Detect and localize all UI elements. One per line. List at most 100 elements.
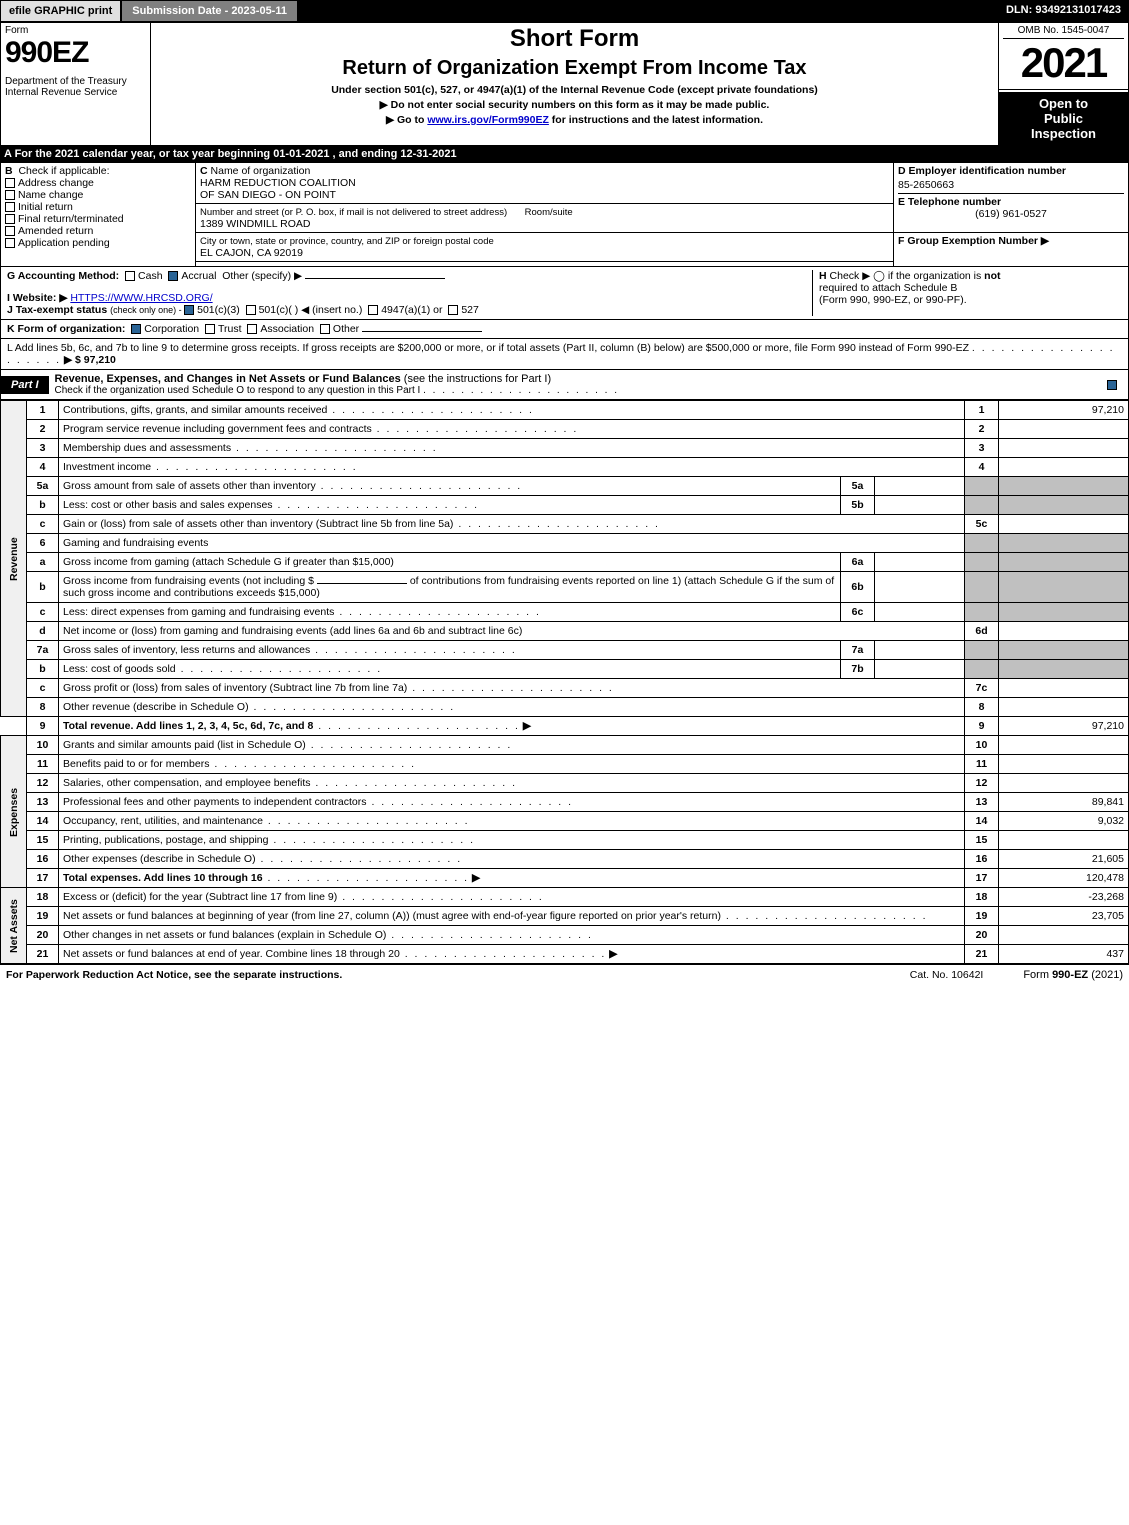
line-5c-desc: Gain or (loss) from sale of assets other… bbox=[63, 518, 453, 530]
form-word: Form bbox=[5, 25, 146, 36]
org-name-1: HARM REDUCTION COALITION bbox=[200, 177, 356, 189]
line-8-desc: Other revenue (describe in Schedule O) bbox=[63, 701, 249, 713]
open-to-public: Open to Public Inspection bbox=[999, 92, 1128, 145]
line-1-desc: Contributions, gifts, grants, and simila… bbox=[63, 404, 327, 416]
addr-label: Number and street (or P. O. box, if mail… bbox=[200, 207, 507, 218]
irs-link[interactable]: www.irs.gov/Form990EZ bbox=[427, 114, 549, 126]
line-5b-desc: Less: cost or other basis and sales expe… bbox=[63, 499, 273, 511]
line-21-value: 437 bbox=[999, 945, 1129, 964]
line-4-desc: Investment income bbox=[63, 461, 151, 473]
ein-value: 85-2650663 bbox=[898, 177, 1124, 193]
dln: DLN: 93492131017423 bbox=[998, 0, 1129, 22]
checkbox-name-change[interactable] bbox=[5, 190, 15, 200]
paperwork-notice: For Paperwork Reduction Act Notice, see … bbox=[6, 969, 342, 981]
line-18-desc: Excess or (deficit) for the year (Subtra… bbox=[63, 891, 337, 903]
line-16-value: 21,605 bbox=[999, 850, 1129, 869]
checkbox-527[interactable] bbox=[448, 305, 458, 315]
line-6a-desc: Gross income from gaming (attach Schedul… bbox=[63, 556, 394, 568]
line-7b-desc: Less: cost of goods sold bbox=[63, 663, 176, 675]
line-1-value: 97,210 bbox=[999, 401, 1129, 420]
section-d-label: D Employer identification number bbox=[898, 165, 1124, 177]
checkbox-association[interactable] bbox=[247, 324, 257, 334]
street-address: 1389 WINDMILL ROAD bbox=[200, 218, 310, 230]
no-ssn-warning: ▶ Do not enter social security numbers o… bbox=[155, 99, 994, 111]
city-label: City or town, state or province, country… bbox=[200, 236, 494, 247]
cat-no: Cat. No. 10642I bbox=[910, 969, 984, 981]
website-link[interactable]: HTTPS://WWW.HRCSD.ORG/ bbox=[70, 292, 212, 304]
checkbox-amended-return[interactable] bbox=[5, 226, 15, 236]
checkbox-trust[interactable] bbox=[205, 324, 215, 334]
line-14-desc: Occupancy, rent, utilities, and maintena… bbox=[63, 815, 263, 827]
name-of-org-label: Name of organization bbox=[211, 165, 311, 177]
line-l-text: L Add lines 5b, 6c, and 7b to line 9 to … bbox=[7, 342, 969, 354]
line-9-value: 97,210 bbox=[999, 717, 1129, 736]
checkbox-address-change[interactable] bbox=[5, 178, 15, 188]
city-value: EL CAJON, CA 92019 bbox=[200, 247, 303, 259]
checkbox-501c[interactable] bbox=[246, 305, 256, 315]
part-1-sub: (see the instructions for Part I) bbox=[404, 373, 551, 385]
header-info-table: B Check if applicable: Address change Na… bbox=[0, 162, 1129, 267]
dept-treasury: Department of the Treasury bbox=[5, 76, 146, 87]
checkbox-initial-return[interactable] bbox=[5, 202, 15, 212]
line-6d-desc: Net income or (loss) from gaming and fun… bbox=[63, 625, 522, 637]
phone-value: (619) 961-0527 bbox=[898, 208, 1124, 220]
row-l: L Add lines 5b, 6c, and 7b to line 9 to … bbox=[0, 339, 1129, 370]
line-17-value: 120,478 bbox=[999, 869, 1129, 888]
checkbox-cash[interactable] bbox=[125, 271, 135, 281]
line-12-desc: Salaries, other compensation, and employ… bbox=[63, 777, 310, 789]
form-number: 990EZ bbox=[5, 36, 146, 70]
line-7a-desc: Gross sales of inventory, less returns a… bbox=[63, 644, 310, 656]
form-header: Form 990EZ Department of the Treasury In… bbox=[0, 22, 1129, 146]
part-1-header: Part I Revenue, Expenses, and Changes in… bbox=[0, 370, 1129, 400]
checkbox-501c3[interactable] bbox=[184, 305, 194, 315]
line-21-desc: Net assets or fund balances at end of ye… bbox=[63, 948, 400, 960]
org-name-2: OF SAN DIEGO - ON POINT bbox=[200, 189, 336, 201]
part-1-title: Revenue, Expenses, and Changes in Net As… bbox=[55, 373, 401, 385]
checkbox-corporation[interactable] bbox=[131, 324, 141, 334]
line-a-tax-year: A For the 2021 calendar year, or tax yea… bbox=[0, 146, 1129, 162]
tax-year: 2021 bbox=[1003, 39, 1124, 87]
checkbox-final-return[interactable] bbox=[5, 214, 15, 224]
omb-number: OMB No. 1545-0047 bbox=[1003, 25, 1124, 39]
line-5a-desc: Gross amount from sale of assets other t… bbox=[63, 480, 316, 492]
section-i-label: I Website: ▶ bbox=[7, 292, 67, 304]
return-title: Return of Organization Exempt From Incom… bbox=[155, 57, 994, 80]
submission-date: Submission Date - 2023-05-11 bbox=[121, 0, 298, 22]
checkbox-4947[interactable] bbox=[368, 305, 378, 315]
line-11-desc: Benefits paid to or for members bbox=[63, 758, 209, 770]
checkbox-accrual[interactable] bbox=[168, 271, 178, 281]
form-footer-id: Form 990-EZ (2021) bbox=[1023, 969, 1123, 981]
goto-line: ▶ Go to www.irs.gov/Form990EZ for instru… bbox=[155, 114, 994, 126]
line-5a-subvalue bbox=[875, 477, 965, 496]
sidebar-net-assets: Net Assets bbox=[1, 888, 27, 964]
line-18-value: -23,268 bbox=[999, 888, 1129, 907]
sidebar-revenue: Revenue bbox=[1, 401, 27, 717]
line-20-desc: Other changes in net assets or fund bala… bbox=[63, 929, 386, 941]
short-form-title: Short Form bbox=[155, 25, 994, 53]
efile-print-button[interactable]: efile GRAPHIC print bbox=[0, 0, 121, 22]
line-13-value: 89,841 bbox=[999, 793, 1129, 812]
checkbox-schedule-o[interactable] bbox=[1107, 380, 1117, 390]
sidebar-expenses: Expenses bbox=[1, 736, 27, 888]
line-6-desc: Gaming and fundraising events bbox=[59, 534, 965, 553]
section-g-label: G Accounting Method: bbox=[7, 270, 119, 282]
check-if-applicable: Check if applicable: bbox=[18, 165, 109, 177]
checkbox-other-org[interactable] bbox=[320, 324, 330, 334]
section-j-label: J Tax-exempt status bbox=[7, 304, 110, 316]
section-k-label: K Form of organization: bbox=[7, 323, 125, 335]
line-6c-desc: Less: direct expenses from gaming and fu… bbox=[63, 606, 334, 618]
row-k: K Form of organization: Corporation Trus… bbox=[0, 320, 1129, 339]
line-7c-desc: Gross profit or (loss) from sales of inv… bbox=[63, 682, 407, 694]
row-g-h: G Accounting Method: Cash Accrual Other … bbox=[0, 267, 1129, 320]
line-13-desc: Professional fees and other payments to … bbox=[63, 796, 367, 808]
line-19-desc: Net assets or fund balances at beginning… bbox=[63, 910, 721, 922]
section-b-label: B bbox=[5, 165, 13, 177]
checkbox-application-pending[interactable] bbox=[5, 238, 15, 248]
line-l-amount: ▶ $ 97,210 bbox=[64, 354, 116, 366]
line-3-desc: Membership dues and assessments bbox=[63, 442, 231, 454]
line-2-desc: Program service revenue including govern… bbox=[63, 423, 372, 435]
line-19-value: 23,705 bbox=[999, 907, 1129, 926]
part-1-label: Part I bbox=[1, 376, 49, 394]
line-16-desc: Other expenses (describe in Schedule O) bbox=[63, 853, 256, 865]
page-footer: For Paperwork Reduction Act Notice, see … bbox=[0, 964, 1129, 985]
